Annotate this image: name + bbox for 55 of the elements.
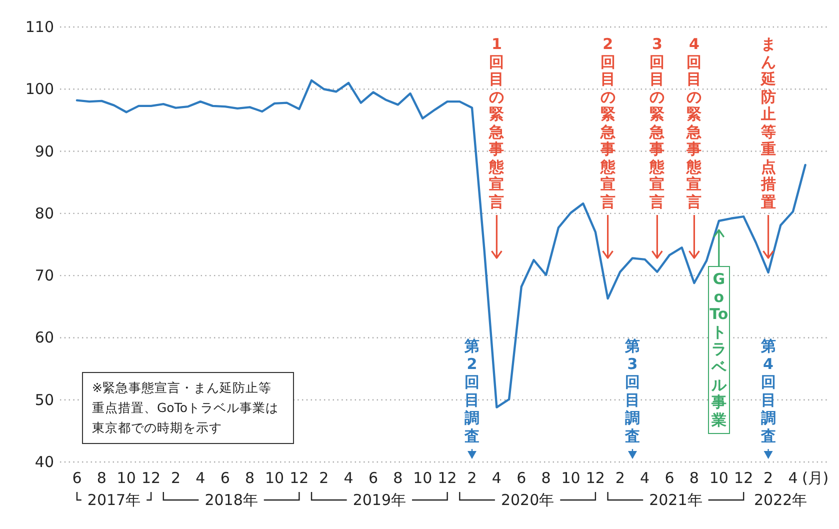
text: 1回目の緊急事態宣言	[489, 35, 504, 210]
x-tick-label: 2	[764, 469, 774, 487]
text: 3回目の緊急事態宣言	[650, 35, 665, 210]
x-tick-label: 6	[72, 469, 82, 487]
x-tick-label: 12	[734, 469, 754, 487]
y-tick-label: 80	[34, 204, 54, 222]
text: 2020年	[500, 491, 554, 509]
x-tick-label: 8	[541, 469, 551, 487]
x-tick-label: 4	[492, 469, 502, 487]
x-tick-label: 12	[141, 469, 161, 487]
text: 2回目の緊急事態宣言	[600, 35, 616, 210]
x-tick-label: 4	[788, 469, 798, 487]
x-tick-label: 8	[96, 469, 106, 487]
y-tick-label: 40	[34, 453, 54, 471]
x-tick-label: 10	[709, 469, 728, 487]
ref-line-label: 第4回目調査	[760, 337, 777, 445]
x-tick-label: 2	[319, 469, 329, 487]
x-tick-label: 12	[438, 469, 457, 487]
y-tick-label: 90	[34, 142, 54, 160]
x-tick-label: 2	[170, 469, 181, 487]
x-tick-label: 8	[245, 469, 255, 487]
text: 2022年	[754, 491, 808, 509]
y-tick-label: 100	[25, 80, 54, 98]
x-tick-label: 6	[368, 469, 378, 487]
x-tick-label: 4	[196, 469, 206, 487]
x-tick-label: 10	[413, 469, 432, 487]
text: 2021年	[649, 491, 702, 509]
ref-line-label: 第3回目調査	[624, 337, 641, 445]
x-tick-label: 10	[264, 469, 284, 487]
text: 2018年	[204, 491, 258, 509]
y-tick-label: 70	[34, 266, 54, 285]
y-tick-label: 60	[34, 328, 54, 347]
ref-line-label: 第2回目調査	[464, 337, 480, 445]
text: 4回目の緊急事態宣言	[686, 35, 702, 210]
x-tick-label: 6	[664, 469, 674, 487]
x-tick-label: 4	[344, 469, 354, 487]
x-axis-title: (月)	[802, 469, 829, 487]
y-tick-label: 110	[25, 18, 54, 36]
annotation: ※緊急事態宣言・まん延防止等重点措置、GoToトラベル事業は東京都での時期を示す	[82, 372, 294, 444]
text: まん延防止等重点措置	[760, 35, 776, 210]
x-tick-label: 2	[615, 469, 625, 487]
text: GoToトラベル事業	[710, 270, 728, 429]
x-tick-label: 10	[561, 469, 580, 487]
text: 2019年	[352, 491, 406, 509]
x-tick-label: 10	[116, 469, 136, 487]
x-tick-label: 2	[467, 469, 477, 487]
x-tick-label: 6	[516, 469, 526, 487]
x-tick-label: 6	[220, 469, 230, 487]
x-tick-label: 4	[640, 469, 650, 487]
x-tick-label: 12	[586, 469, 605, 487]
x-tick-label: 12	[290, 469, 309, 487]
x-tick-label: 8	[393, 469, 403, 487]
text: 2017年	[87, 491, 141, 509]
x-tick-label: 8	[689, 469, 699, 487]
y-tick-label: 50	[34, 390, 54, 409]
